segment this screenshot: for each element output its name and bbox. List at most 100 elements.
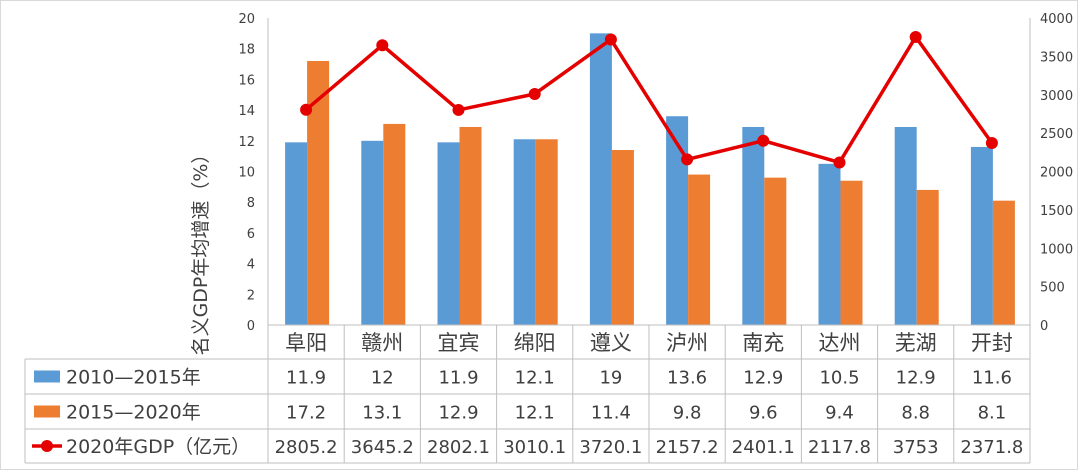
table-cell-value: 12.1: [515, 368, 555, 389]
bar: [992, 200, 1015, 325]
bar: [535, 139, 558, 325]
category-label: 达州: [819, 331, 861, 355]
category-label: 南充: [742, 331, 784, 355]
legend-label: 2010—2015年: [66, 367, 201, 389]
category-label: 泸州: [666, 331, 708, 355]
bar: [688, 174, 711, 325]
table-cell-value: 2117.8: [808, 437, 871, 458]
y2-tick-label: 2000: [1040, 166, 1073, 181]
category-label: 赣州: [361, 331, 403, 355]
y-tick-label: 18: [238, 43, 255, 58]
bar: [916, 189, 939, 325]
y-tick-label: 16: [238, 73, 255, 88]
plot-area: 0 2 4 6 8 10 12 14 16 18 20 0 500 1000 1500 2000 2500 300…: [238, 12, 1073, 334]
y-tick-label: 6: [247, 227, 255, 242]
bar: [361, 140, 384, 325]
table-cell-value: 8.1: [978, 403, 1007, 424]
y2-tick-label: 500: [1040, 281, 1065, 296]
legend-label: 2020年GDP（亿元）: [66, 436, 250, 458]
bar: [611, 150, 634, 325]
gdp-line: [304, 35, 994, 165]
table-cell-value: 3753: [893, 437, 939, 458]
bar: [742, 126, 765, 325]
bar: [437, 142, 460, 325]
table-cell-value: 13.1: [362, 403, 402, 424]
table-cell-value: 3010.1: [503, 437, 566, 458]
table-cell-value: 11.4: [591, 403, 631, 424]
table-cell-value: 12.9: [896, 368, 936, 389]
y2-tick-label: 1000: [1040, 242, 1073, 257]
gdp-point: [909, 30, 922, 43]
table-cell-value: 12: [371, 368, 394, 389]
gdp-point: [604, 33, 617, 46]
bar: [307, 60, 330, 325]
bar: [383, 123, 406, 325]
table-cell-value: 17.2: [286, 403, 326, 424]
table-cell-value: 11.9: [286, 368, 326, 389]
table-cell-value: 3720.1: [579, 437, 642, 458]
y-tick-label: 8: [247, 196, 255, 211]
legend-label: 2015—2020年: [66, 402, 201, 424]
gdp-point: [452, 103, 465, 116]
category-label: 遵义: [590, 331, 632, 355]
gdp-point: [681, 153, 694, 166]
category-label: 宜宾: [438, 331, 480, 355]
gdp-point: [833, 156, 846, 169]
bar: [894, 126, 917, 325]
table-cell-value: 2802.1: [427, 437, 490, 458]
y2-tick-label: 3500: [1040, 50, 1073, 65]
table-cell-value: 9.4: [825, 403, 854, 424]
y-tick-label: 20: [238, 12, 255, 27]
table-cell-value: 13.6: [667, 368, 707, 389]
y2-tick-label: 1500: [1040, 204, 1073, 219]
gdp-point: [376, 39, 389, 52]
y2-tick-label: 3000: [1040, 89, 1073, 104]
bar: [459, 126, 482, 325]
table-cell-value: 9.6: [749, 403, 778, 424]
table-cell-value: 8.8: [901, 403, 930, 424]
y2-tick-label: 4000: [1040, 12, 1073, 27]
gdp-point: [985, 136, 998, 149]
table-cell-value: 12.1: [515, 403, 555, 424]
bar: [285, 142, 308, 325]
bar: [840, 180, 863, 325]
y-tick-label: 12: [238, 135, 255, 150]
category-label: 阜阳: [285, 331, 327, 355]
table-cell-value: 11.6: [972, 368, 1012, 389]
legend-marker: [41, 440, 53, 452]
table-cell-value: 10.5: [819, 368, 859, 389]
y-tick-label: 0: [247, 319, 255, 334]
y-tick-label: 10: [238, 166, 255, 181]
y-tick-label: 14: [238, 104, 255, 119]
y2-tick-label: 2500: [1040, 127, 1073, 142]
bar: [666, 116, 689, 326]
y2-tick-label: 0: [1040, 319, 1048, 334]
category-label: 绵阳: [514, 331, 556, 355]
gdp-point: [757, 134, 770, 147]
y-tick-label: 4: [247, 258, 255, 273]
table-cell-value: 11.9: [438, 368, 478, 389]
legend-swatch: [34, 405, 60, 418]
bar: [764, 177, 787, 325]
table-cell-value: 2371.8: [960, 437, 1023, 458]
bar: [818, 163, 841, 325]
table-cell-value: 2157.2: [656, 437, 719, 458]
bar: [970, 146, 993, 325]
table-cell-value: 12.9: [743, 368, 783, 389]
table-cell-value: 9.8: [673, 403, 702, 424]
bar: [513, 139, 536, 325]
y-axis-label: 名义GDP年均增速（%）: [190, 145, 212, 356]
y-tick-label: 2: [247, 288, 255, 303]
category-label: 开封: [971, 331, 1013, 355]
data-table: 阜阳 赣州 宜宾 绵阳 遵义 泸州 南充 达州 芜湖 开封 2010—2015年 11.9 12 11.9…: [24, 324, 1031, 464]
gdp-point: [528, 87, 541, 100]
table-cell-value: 2401.1: [732, 437, 795, 458]
table-cell-value: 2805.2: [275, 437, 338, 458]
table-cell-value: 12.9: [438, 403, 478, 424]
bar: [589, 33, 612, 325]
table-cell-value: 19: [599, 368, 622, 389]
gdp-point: [300, 103, 313, 116]
legend-swatch: [34, 370, 60, 383]
